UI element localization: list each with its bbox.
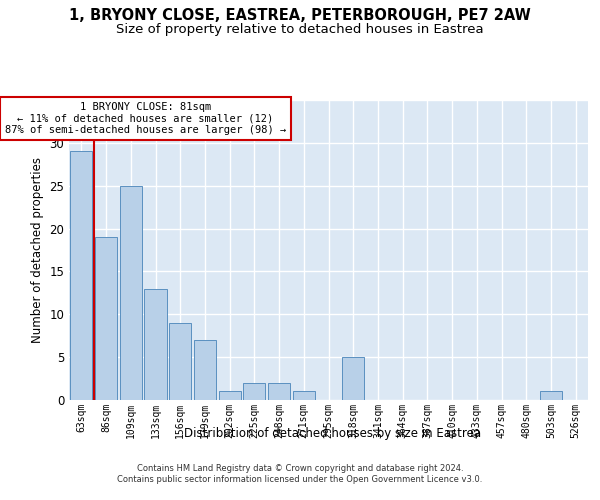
Bar	[243, 383, 265, 400]
Text: Contains HM Land Registry data © Crown copyright and database right 2024.: Contains HM Land Registry data © Crown c…	[137, 464, 463, 473]
Text: Distribution of detached houses by size in Eastrea: Distribution of detached houses by size …	[184, 428, 482, 440]
Bar	[342, 357, 364, 400]
Text: 1, BRYONY CLOSE, EASTREA, PETERBOROUGH, PE7 2AW: 1, BRYONY CLOSE, EASTREA, PETERBOROUGH, …	[69, 8, 531, 22]
Bar	[70, 152, 92, 400]
Y-axis label: Number of detached properties: Number of detached properties	[31, 157, 44, 343]
Bar	[169, 323, 191, 400]
Bar	[540, 392, 562, 400]
Bar	[95, 237, 117, 400]
Bar	[268, 383, 290, 400]
Bar	[218, 392, 241, 400]
Text: Contains public sector information licensed under the Open Government Licence v3: Contains public sector information licen…	[118, 475, 482, 484]
Bar	[145, 288, 167, 400]
Text: 1 BRYONY CLOSE: 81sqm
← 11% of detached houses are smaller (12)
87% of semi-deta: 1 BRYONY CLOSE: 81sqm ← 11% of detached …	[5, 102, 286, 135]
Bar	[293, 392, 315, 400]
Bar	[119, 186, 142, 400]
Bar	[194, 340, 216, 400]
Text: Size of property relative to detached houses in Eastrea: Size of property relative to detached ho…	[116, 22, 484, 36]
